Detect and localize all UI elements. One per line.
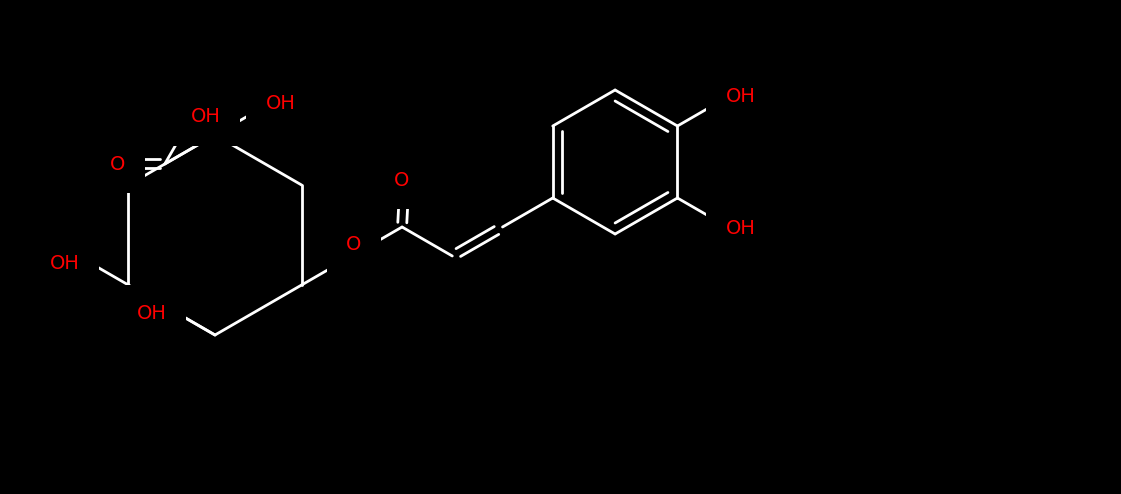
Text: OH: OH xyxy=(266,94,296,113)
Text: O: O xyxy=(395,170,410,190)
Text: OH: OH xyxy=(191,107,221,126)
Text: OH: OH xyxy=(49,254,80,273)
Text: O: O xyxy=(110,155,126,173)
Text: O: O xyxy=(346,235,361,253)
Text: OH: OH xyxy=(725,86,756,106)
Text: OH: OH xyxy=(725,218,756,238)
Text: OH: OH xyxy=(137,304,166,323)
